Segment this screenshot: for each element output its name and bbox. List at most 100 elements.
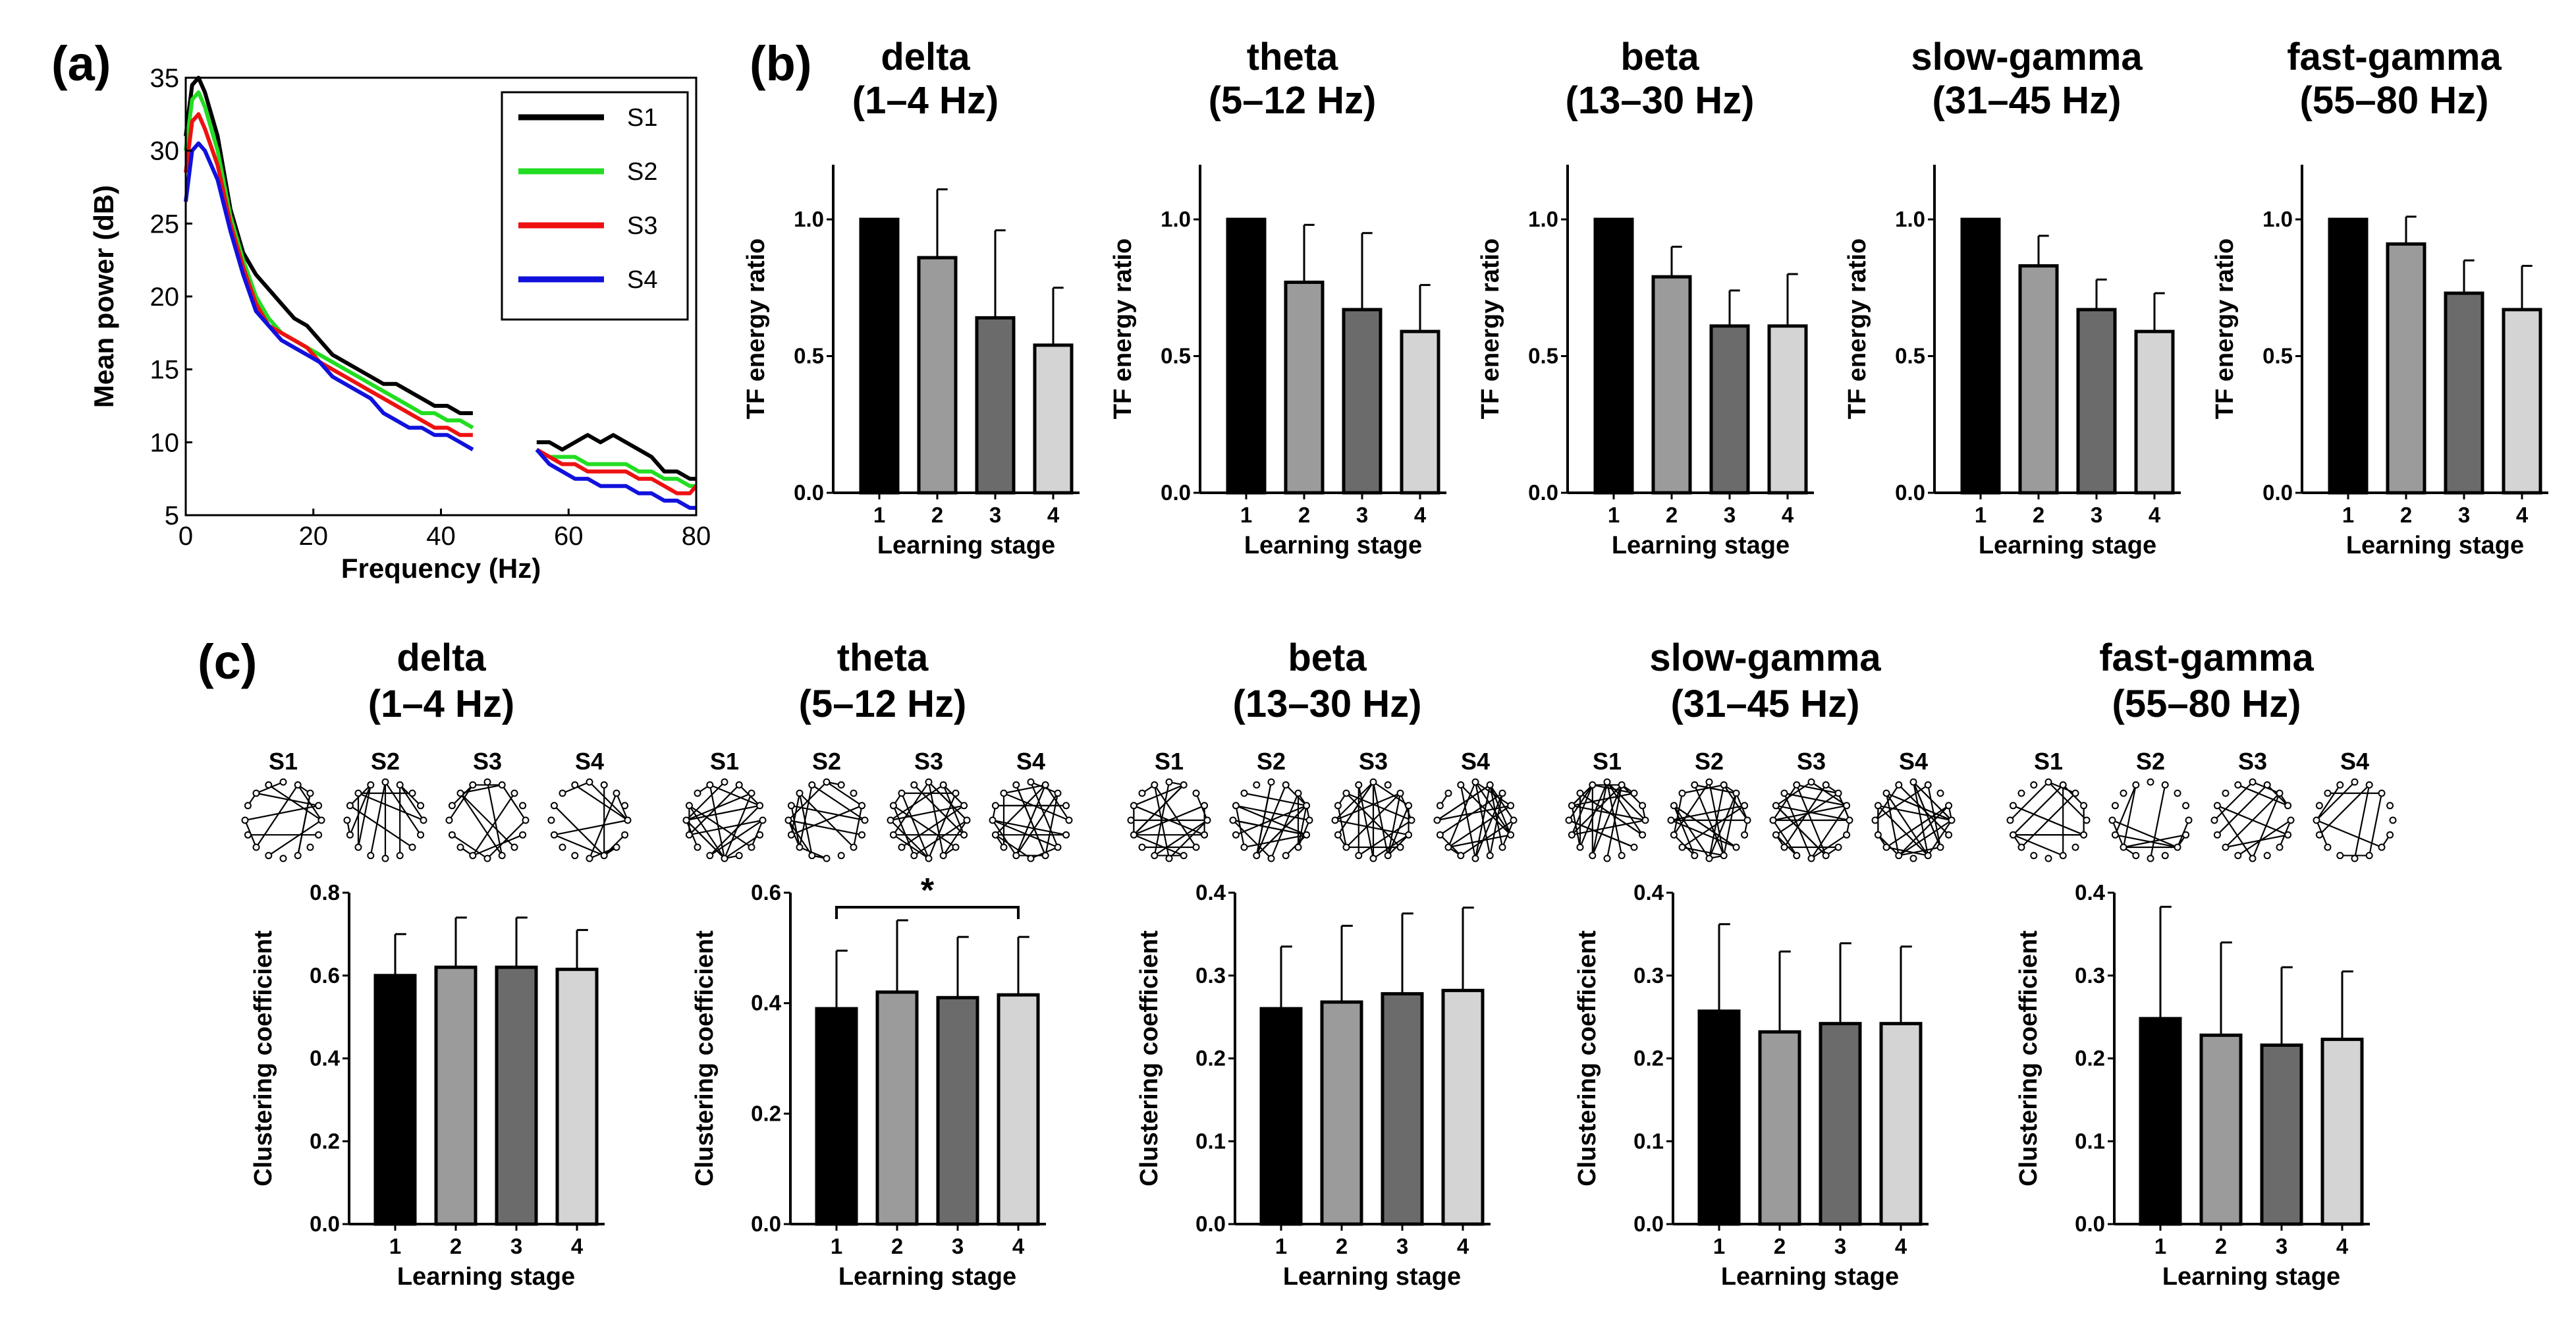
network-node (613, 843, 620, 851)
network-node (1743, 816, 1751, 824)
network-edge (1885, 793, 1900, 856)
panel-c-fast-gamma-subtitle: (55–80 Hz) (2112, 683, 2301, 725)
panel-b-slow-gamma-y-tick-label: 0.5 (1895, 344, 1925, 368)
network-node (910, 781, 918, 789)
network-node (244, 831, 252, 839)
panel-b-fast-gamma-x-tick-label: 2 (2400, 503, 2412, 527)
network-node (1732, 789, 1740, 797)
panel-b-theta-x-axis-label: Learning stage (1244, 532, 1422, 559)
panel-c-beta-y-axis-label: Clustering coefficient (1136, 930, 1163, 1187)
panel-c-delta-bar-stage-2 (434, 965, 478, 1226)
network-node (519, 802, 527, 810)
network-node (1253, 781, 1261, 789)
network-node (621, 831, 629, 839)
network-node (2249, 778, 2257, 786)
network-node (600, 781, 608, 789)
network-edge (268, 820, 322, 856)
network-node (1807, 854, 1815, 862)
panel-c-slow-gamma-network-s2 (1667, 778, 1751, 862)
network-edge (689, 819, 763, 836)
network-node (1834, 789, 1842, 797)
network-edge (852, 805, 863, 848)
network-node (2080, 802, 2088, 810)
network-node (559, 789, 566, 797)
network-node (571, 852, 579, 860)
network-edge (2225, 793, 2280, 848)
network-edge (890, 784, 944, 821)
panel-b-slow-gamma-bar-stage-3 (2076, 308, 2117, 495)
network-node (456, 843, 464, 851)
network-node (2284, 802, 2292, 810)
network-node (1041, 781, 1049, 789)
panel-b-delta-x-axis-label: Learning stage (877, 532, 1055, 559)
network-node (2234, 781, 2242, 789)
panel-c-beta-bar-stage-1 (1259, 1007, 1303, 1226)
network-node (252, 789, 260, 797)
network-edge (1898, 846, 1941, 856)
network-node (1895, 852, 1903, 860)
panel-b-fast-gamma-bar-stage-4 (2502, 308, 2542, 495)
network-node (1909, 778, 1917, 786)
network-edge (1437, 784, 1491, 821)
network-node (354, 789, 362, 797)
network-node (925, 778, 933, 786)
network-node (1846, 816, 1853, 824)
network-node (1012, 781, 1020, 789)
network-node (796, 843, 804, 851)
network-node (960, 831, 968, 839)
panel-b-theta-x-tick-label: 1 (1240, 503, 1252, 527)
network-node (1303, 831, 1311, 839)
network-node (2009, 831, 2017, 839)
network-node (1232, 802, 1240, 810)
network-edge (1775, 781, 1812, 806)
network-node (1507, 831, 1515, 839)
network-node (1568, 831, 1576, 839)
network-edge (486, 781, 503, 856)
network-node (960, 802, 968, 810)
network-edge (1673, 793, 1684, 835)
panel-b-theta-bar-stage-3 (1342, 308, 1383, 495)
panel-c-slow-gamma-y-tick-label: 0.2 (1633, 1046, 1664, 1071)
network-node (1945, 831, 1953, 839)
network-edge (1877, 805, 1929, 856)
network-edge (1448, 804, 1512, 848)
network-node (354, 843, 362, 851)
network-node (1936, 789, 1944, 797)
panel-c-slow-gamma-network-s1 (1565, 778, 1649, 862)
panel-label-b: (b) (750, 36, 812, 91)
network-edge (2012, 784, 2064, 835)
network-node (1909, 854, 1917, 862)
network-node (519, 831, 527, 839)
panel-b-theta-y-tick-label: 1.0 (1161, 207, 1191, 231)
network-node (1229, 816, 1237, 824)
panel-b-fast-gamma-x-tick-label: 3 (2458, 503, 2470, 527)
network-node (748, 789, 755, 797)
network-edge (1572, 792, 1635, 806)
panel-c-fast-gamma-y-tick-label: 0.2 (2075, 1046, 2105, 1071)
network-edge (992, 819, 1066, 836)
panel-c-beta-x-tick-label: 1 (1275, 1234, 1287, 1258)
network-node (1369, 854, 1377, 862)
panel-b-theta-x-tick-label: 2 (1298, 503, 1310, 527)
panel-b-theta-x-tick-label: 4 (1414, 503, 1427, 527)
network-edge (385, 781, 422, 835)
panel-b-beta-y-tick-label: 1.0 (1528, 207, 1558, 231)
network-node (2132, 781, 2140, 789)
network-node (510, 789, 518, 797)
panel-b-fast-gamma-x-tick-label: 4 (2516, 503, 2529, 527)
panel-b-fast-gamma-y-axis-label: TF energy ratio (2211, 238, 2239, 420)
x-tick-label-a: 80 (682, 522, 711, 551)
network-node (1369, 778, 1377, 786)
network-node (1732, 843, 1740, 851)
network-edge (2237, 784, 2289, 806)
network-node (963, 816, 971, 824)
panel-b-theta-bar-stage-4 (1400, 329, 1440, 495)
network-node (1138, 843, 1146, 851)
series-line-s4-seg1 (184, 141, 474, 452)
panel-b-delta-x-tick-label: 1 (873, 503, 885, 527)
network-node (1498, 843, 1506, 851)
network-node (346, 802, 354, 810)
network-node (2315, 831, 2323, 839)
network-node (1568, 802, 1576, 810)
network-edge (1153, 784, 1197, 848)
